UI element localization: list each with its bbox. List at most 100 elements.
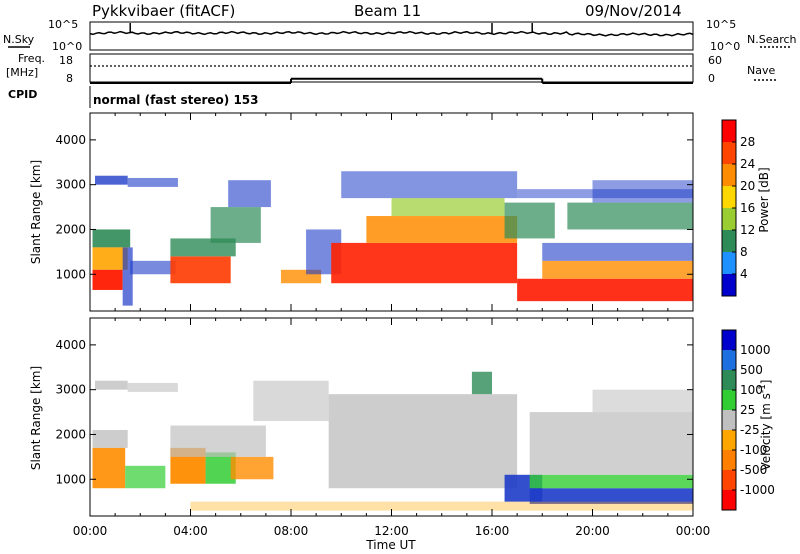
velocity-label-main: Velocity [m s — [759, 393, 773, 470]
noise-sky-label: N.Sky — [3, 33, 35, 46]
date-label: 09/Nov/2014 — [585, 2, 682, 20]
x-axis-label: Time UT — [365, 538, 416, 552]
power-colorbar-swatch — [722, 274, 736, 297]
backscatter-patch — [127, 382, 178, 392]
power-colorbar-swatch — [722, 164, 736, 187]
backscatter-patch — [230, 456, 274, 480]
velocity-colorbar-swatch — [722, 490, 736, 511]
power-colorbar-tick-label: 24 — [740, 157, 755, 171]
power-colorbar-swatch — [722, 230, 736, 253]
y-tick-label: 3000 — [55, 178, 86, 192]
backscatter-patch — [391, 198, 505, 217]
freq-label-line1: Freq. — [18, 52, 45, 65]
freq-tick-bottom: 8 — [66, 72, 73, 85]
power-y-axis-label: Slant Range [km] — [29, 160, 43, 264]
backscatter-patch — [253, 380, 329, 422]
noise-right-tick-bottom: 10^0 — [710, 40, 740, 53]
backscatter-patch — [92, 269, 123, 290]
backscatter-patch — [92, 247, 128, 270]
noise-left-tick-bottom: 10^0 — [52, 40, 82, 53]
x-tick-label: 16:00 — [475, 524, 510, 538]
power-colorbar-tick-label: 8 — [740, 245, 748, 259]
power-colorbar-tick-label: 16 — [740, 201, 755, 215]
x-tick-label: 12:00 — [374, 524, 409, 538]
velocity-colorbar-tick-label: 1000 — [740, 343, 771, 357]
noise-left-tick-top: 10^5 — [48, 18, 78, 31]
backscatter-patch — [125, 465, 166, 489]
backscatter-patch — [92, 429, 128, 448]
backscatter-patch — [92, 447, 126, 489]
power-colorbar-swatch — [722, 120, 736, 143]
velocity-colorbar-swatch — [722, 470, 736, 491]
backscatter-patch — [366, 216, 518, 243]
velocity-colorbar: 1000 500 100 25 -25 -100 -500 -1000 — [721, 329, 775, 511]
y-tick-label: 2000 — [55, 222, 86, 236]
power-colorbar-label: Power [dB] — [757, 167, 771, 232]
velocity-colorbar-swatch — [722, 410, 736, 431]
noise-panel-frame — [89, 21, 694, 51]
noise-sky-trace — [89, 30, 694, 37]
backscatter-patch — [170, 425, 266, 457]
plot-title: Pykkvibaer (fitACF) — [92, 2, 235, 20]
backscatter-patch — [170, 256, 231, 284]
x-tick-label: 04:00 — [173, 524, 208, 538]
velocity-colorbar-swatch — [722, 430, 736, 451]
backscatter-patch — [504, 202, 555, 239]
velocity-colorbar-tick-label: -500 — [740, 463, 767, 477]
backscatter-patch — [95, 380, 128, 390]
nave-label: Nave — [747, 64, 775, 77]
power-colorbar-tick-label: 28 — [740, 135, 755, 149]
velocity-colorbar-swatch — [722, 350, 736, 371]
freq-tick-top: 18 — [59, 54, 73, 67]
velocity-colorbar-label: Velocity [m s-1] — [758, 380, 773, 471]
frequency-trace — [90, 77, 693, 84]
backscatter-patch — [517, 189, 693, 199]
power-y-ticks: 4000 3000 2000 1000 — [55, 133, 693, 281]
backscatter-patch — [95, 175, 128, 185]
backscatter-patch — [529, 474, 693, 489]
velocity-panel: 4000 3000 2000 1000 Slant Range [km] 1000 50… — [29, 317, 775, 552]
x-tick-label: 00:00 — [676, 524, 711, 538]
y-tick-label: 4000 — [55, 133, 86, 147]
cpid-label: CPID — [8, 88, 37, 101]
backscatter-patch — [122, 247, 133, 306]
y-tick-label: 1000 — [55, 267, 86, 281]
velocity-colorbar-swatch — [722, 330, 736, 351]
velocity-colorbar-tick-label: 100 — [740, 383, 763, 397]
nave-tick-top: 60 — [708, 54, 722, 67]
backscatter-patch — [592, 389, 693, 413]
velocity-y-ticks: 4000 3000 2000 1000 — [55, 338, 693, 486]
backscatter-patch — [529, 412, 693, 475]
velocity-colorbar-tick-label: 500 — [740, 363, 763, 377]
backscatter-patch — [567, 202, 693, 230]
noise-panel: N.Sky 10^5 10^0 10^5 10^0 N.Search — [3, 18, 797, 53]
velocity-label-close: ] — [759, 380, 773, 385]
power-x-ticks — [89, 113, 694, 311]
velocity-colorbar-tick-label: 25 — [740, 403, 755, 417]
power-colorbar: 28 24 20 16 12 8 4 — [721, 119, 755, 297]
velocity-colorbar-tick-label: -25 — [740, 423, 760, 437]
backscatter-patch — [341, 171, 518, 199]
backscatter-patch — [331, 242, 518, 284]
velocity-colorbar-tick-label: -100 — [740, 443, 767, 457]
power-colorbar-swatch — [722, 208, 736, 231]
freq-label-line2: [MHz] — [6, 66, 38, 79]
backscatter-patch — [228, 180, 271, 208]
backscatter-patch — [127, 177, 178, 187]
x-tick-label: 08:00 — [274, 524, 309, 538]
power-data — [92, 171, 693, 306]
power-colorbar-swatch — [722, 142, 736, 165]
power-colorbar-tick-label: 4 — [740, 267, 748, 281]
backscatter-patch — [542, 260, 693, 279]
power-colorbar-tick-label: 12 — [740, 223, 755, 237]
y-tick-label: 3000 — [55, 383, 86, 397]
backscatter-patch — [92, 229, 131, 248]
backscatter-patch — [542, 242, 693, 261]
velocity-colorbar-swatch — [722, 370, 736, 391]
noise-right-tick-top: 10^5 — [706, 18, 736, 31]
frequency-panel: Freq. [MHz] 18 8 60 0 Nave — [6, 52, 776, 85]
x-tick-label: 00:00 — [73, 524, 108, 538]
backscatter-patch — [190, 501, 693, 511]
power-colorbar-tick-label: 20 — [740, 179, 755, 193]
